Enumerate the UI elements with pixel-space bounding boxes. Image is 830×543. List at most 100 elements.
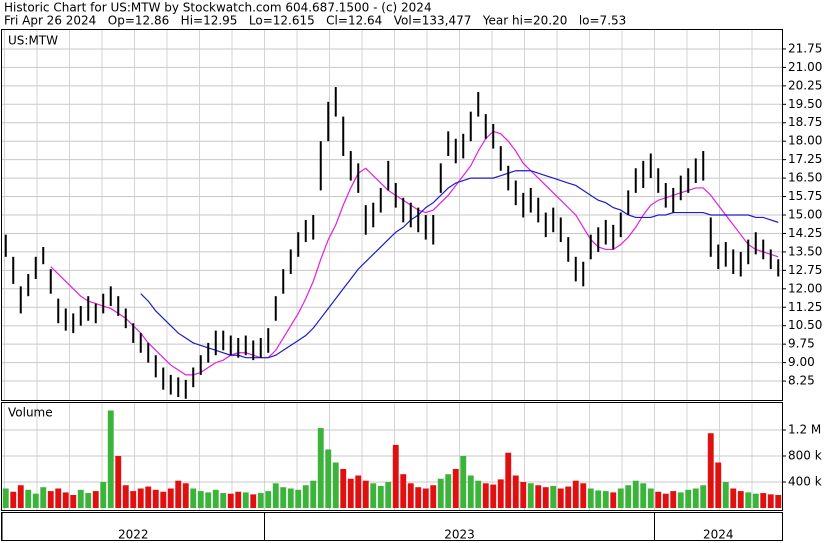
volume-bar	[325, 449, 332, 508]
volume-bar	[47, 491, 54, 508]
y-tick-label: 800 k	[788, 448, 822, 462]
volume-bar	[242, 492, 249, 508]
volume-bar	[752, 493, 759, 508]
volume-bar	[70, 494, 77, 508]
volume-bar	[377, 485, 384, 508]
volume-bar	[640, 483, 647, 508]
x-tick-label: 2022	[118, 528, 149, 542]
volume-bar	[175, 480, 182, 508]
volume-bar	[715, 462, 722, 508]
volume-bar	[625, 485, 632, 508]
volume-bar	[332, 462, 339, 508]
volume-bar	[190, 488, 197, 508]
volume-bar	[235, 491, 242, 508]
volume-bar	[25, 489, 32, 508]
volume-bar	[55, 488, 62, 508]
y-tick-label: 11.25	[788, 300, 822, 314]
volume-bar	[700, 485, 707, 508]
y-tick-label: 19.50	[788, 97, 822, 111]
volume-bar	[617, 488, 624, 508]
y-tick-label: 1.2 M	[788, 422, 821, 436]
volume-bar	[392, 444, 399, 508]
volume-bar	[107, 410, 114, 508]
volume-bar	[602, 491, 609, 508]
volume-bar	[685, 489, 692, 508]
y-tick-label: 21.75	[788, 41, 822, 55]
volume-bar	[340, 468, 347, 508]
volume-bar	[265, 491, 272, 508]
y-tick-label: 20.25	[788, 78, 822, 92]
volume-bar	[115, 455, 122, 508]
volume-bar	[527, 483, 534, 508]
moving-average	[50, 130, 779, 376]
volume-bar	[62, 492, 69, 508]
x-tick-label: 2024	[703, 528, 734, 542]
y-tick-label: 15.00	[788, 208, 822, 222]
header-quote: Fri Apr 26 2024 Op=12.86 Hi=12.95 Lo=12.…	[4, 14, 626, 28]
price-label: US:MTW	[8, 34, 58, 48]
volume-bar	[295, 489, 302, 508]
volume-bar	[122, 485, 129, 508]
y-tick-label: 21.00	[788, 60, 822, 74]
volume-bar	[250, 494, 257, 508]
volume-bar	[17, 485, 24, 508]
volume-bar	[145, 486, 152, 508]
volume-bar	[722, 481, 729, 508]
volume-bar	[707, 433, 714, 508]
y-tick-label: 400 k	[788, 474, 822, 488]
volume-bar	[257, 493, 264, 508]
volume-bar	[482, 483, 489, 508]
y-tick-label: 18.00	[788, 134, 822, 148]
volume-bar	[587, 488, 594, 508]
moving-average	[140, 170, 779, 359]
volume-bar	[280, 487, 287, 508]
volume-bar	[580, 483, 587, 508]
volume-bar	[557, 488, 564, 508]
volume-bar	[677, 492, 684, 508]
volume-bar	[85, 493, 92, 508]
volume-bar	[535, 485, 542, 508]
y-tick-label: 17.25	[788, 152, 822, 166]
volume-bar	[467, 475, 474, 508]
volume-bar	[505, 452, 512, 508]
y-tick-label: 10.50	[788, 318, 822, 332]
volume-bar	[745, 492, 752, 508]
volume-bar	[610, 492, 617, 508]
volume-bar	[595, 490, 602, 508]
volume-bar	[692, 488, 699, 508]
volume-bar	[2, 488, 9, 508]
volume-bar	[632, 480, 639, 508]
volume-bar	[760, 493, 767, 508]
volume-bar	[370, 483, 377, 508]
volume-bar	[167, 488, 174, 508]
volume-bar	[655, 491, 662, 508]
volume-bar	[220, 493, 227, 508]
volume-bar	[670, 491, 677, 508]
volume-bar	[227, 493, 234, 508]
volume-bar	[160, 491, 167, 508]
volume-bar	[40, 487, 47, 508]
volume-bar	[272, 483, 279, 508]
y-tick-label: 15.75	[788, 189, 822, 203]
volume-bar	[362, 480, 369, 508]
volume-bar	[572, 480, 579, 508]
volume-bar	[302, 485, 309, 508]
volume-bar	[347, 478, 354, 508]
volume-bar	[490, 484, 497, 508]
volume-bar	[77, 489, 84, 508]
volume-bar	[565, 486, 572, 508]
y-tick-label: 14.25	[788, 226, 822, 240]
volume-bar	[100, 481, 107, 508]
volume-label: Volume	[8, 406, 53, 420]
volume-frame	[1, 402, 783, 511]
volume-bar	[182, 483, 189, 508]
y-tick-label: 8.25	[788, 374, 815, 388]
volume-bar	[400, 474, 407, 508]
volume-bar	[445, 474, 452, 508]
volume-bar	[287, 488, 294, 508]
volume-bar	[452, 468, 459, 508]
volume-bar	[415, 487, 422, 508]
volume-bar	[310, 480, 317, 508]
volume-bar	[10, 491, 17, 508]
